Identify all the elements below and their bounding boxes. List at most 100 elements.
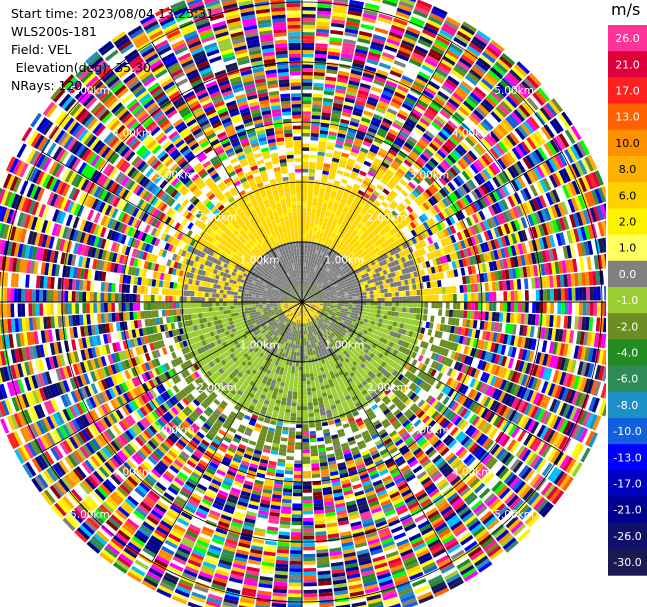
ppi-gate bbox=[315, 273, 319, 277]
ppi-gate bbox=[366, 241, 372, 248]
ppi-gate bbox=[302, 10, 316, 15]
ppi-gate bbox=[413, 105, 425, 115]
ppi-gate bbox=[586, 286, 590, 301]
ppi-gate bbox=[373, 298, 378, 302]
ppi-gate bbox=[365, 220, 372, 227]
ppi-gate bbox=[307, 294, 310, 298]
ppi-gate bbox=[351, 170, 359, 177]
ppi-gate bbox=[341, 49, 354, 56]
ppi-gate bbox=[344, 97, 355, 104]
ppi-gate bbox=[332, 268, 337, 273]
ppi-gate bbox=[351, 309, 356, 313]
ppi-gate bbox=[331, 157, 340, 163]
ppi-gate bbox=[423, 288, 428, 295]
ppi-gate bbox=[308, 416, 315, 421]
ppi-gate bbox=[364, 284, 369, 289]
ppi-gate bbox=[290, 550, 302, 554]
ppi-gate bbox=[303, 539, 315, 544]
ppi-gate bbox=[303, 521, 314, 526]
ppi-gate bbox=[443, 81, 456, 92]
ppi-gate bbox=[427, 236, 434, 245]
ppi-gate bbox=[398, 312, 403, 318]
ppi-gate bbox=[303, 291, 305, 295]
ppi-gate bbox=[400, 189, 409, 198]
ppi-gate bbox=[316, 278, 320, 283]
ppi-gate bbox=[303, 269, 306, 274]
ppi-gate bbox=[293, 485, 302, 490]
ppi-gate bbox=[405, 307, 410, 313]
ppi-gate bbox=[368, 287, 374, 291]
ppi-gate bbox=[333, 99, 344, 105]
ppi-gate bbox=[313, 408, 320, 413]
ppi-gate bbox=[334, 234, 340, 240]
ppi-gate bbox=[342, 243, 347, 249]
ppi-gate bbox=[350, 245, 356, 251]
ppi-gate bbox=[304, 276, 306, 281]
ppi-gate bbox=[454, 162, 464, 172]
ppi-gate bbox=[302, 226, 306, 231]
ppi-gate bbox=[305, 230, 310, 234]
ppi-gate bbox=[308, 169, 316, 173]
ppi-gate bbox=[311, 263, 314, 268]
ppi-gate bbox=[308, 281, 311, 286]
ppi-gate bbox=[392, 94, 404, 103]
ppi-gate bbox=[542, 289, 547, 301]
ppi-gate bbox=[361, 117, 371, 124]
ppi-gate bbox=[420, 302, 425, 308]
ppi-gate bbox=[380, 306, 385, 311]
ppi-gate bbox=[412, 465, 423, 474]
ppi-gate bbox=[326, 142, 335, 147]
ppi-gate bbox=[302, 373, 306, 378]
ppi-gate bbox=[338, 228, 343, 234]
ppi-gate bbox=[445, 101, 458, 111]
ppi-gate bbox=[433, 118, 444, 128]
ppi-gate bbox=[305, 288, 308, 292]
ppi-gate bbox=[426, 55, 440, 65]
ppi-gate bbox=[417, 170, 427, 180]
ppi-gate bbox=[297, 402, 302, 407]
ppi-gate bbox=[351, 290, 356, 294]
ppi-gate bbox=[304, 296, 308, 300]
ppi-gates bbox=[0, 0, 606, 607]
ppi-gate bbox=[340, 118, 350, 125]
ppi-gate bbox=[289, 560, 302, 565]
ppi-gate bbox=[388, 306, 392, 311]
ppi-gate bbox=[395, 11, 411, 20]
ppi-gate bbox=[317, 279, 322, 284]
ppi-gate bbox=[327, 303, 331, 305]
ppi-gate bbox=[329, 127, 338, 133]
ppi-gate bbox=[323, 257, 327, 262]
ppi-gate bbox=[320, 184, 327, 190]
ppi-gate bbox=[384, 83, 397, 91]
ppi-gate bbox=[348, 235, 354, 241]
ppi-gate bbox=[442, 125, 453, 136]
ppi-gate bbox=[309, 248, 313, 253]
ppi-gate bbox=[389, 28, 404, 36]
ppi-gate bbox=[378, 127, 388, 135]
ppi-gate bbox=[361, 314, 366, 319]
ppi-gate bbox=[378, 13, 393, 21]
ppi-gate bbox=[339, 241, 344, 247]
ppi-gate bbox=[383, 86, 395, 95]
ppi-gate bbox=[355, 307, 360, 311]
ppi-gate bbox=[488, 42, 503, 55]
ppi-gate bbox=[357, 127, 367, 134]
ppi-gate bbox=[363, 298, 367, 302]
ppi-gate bbox=[330, 29, 344, 36]
ppi-gate bbox=[449, 294, 454, 302]
ppi-gate bbox=[361, 217, 368, 224]
ppi-gate bbox=[365, 134, 375, 141]
ppi-gate bbox=[458, 125, 470, 136]
ppi-gate bbox=[312, 234, 316, 239]
ppi-gate bbox=[293, 489, 302, 493]
ppi-gate bbox=[289, 557, 302, 562]
ppi-gate bbox=[553, 288, 558, 301]
ppi-gate bbox=[356, 205, 363, 212]
ppi-gate bbox=[310, 376, 315, 381]
ppi-gate bbox=[330, 117, 340, 123]
ppi-gate bbox=[384, 293, 389, 298]
ppi-gate bbox=[358, 308, 363, 312]
ppi-gate bbox=[371, 237, 378, 243]
ppi-gate bbox=[383, 310, 388, 316]
ppi-gate bbox=[400, 78, 412, 87]
